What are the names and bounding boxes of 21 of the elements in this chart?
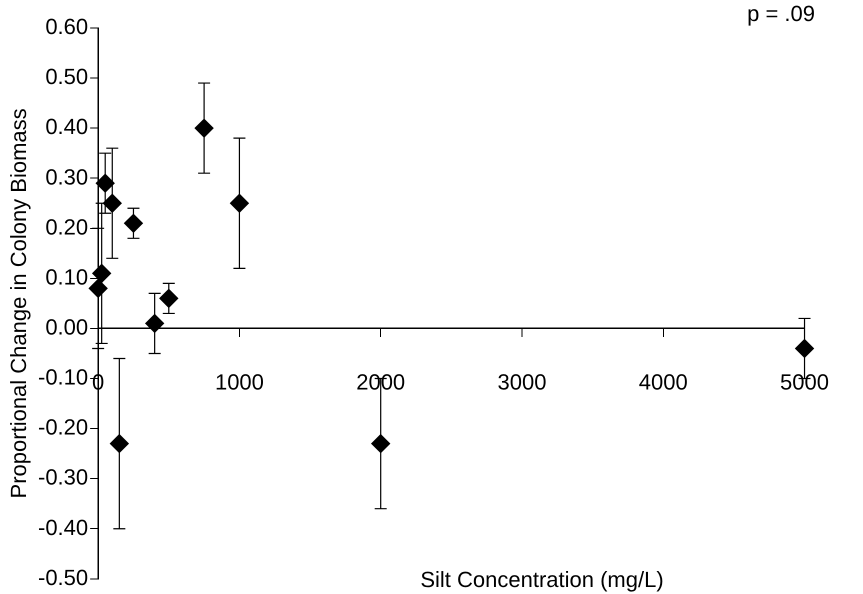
y-tick-label: -0.40 bbox=[38, 514, 88, 540]
y-tick-label: 0.60 bbox=[45, 14, 88, 40]
y-tick-label: 0.30 bbox=[45, 164, 88, 190]
y-tick-label: -0.10 bbox=[38, 364, 88, 390]
x-tick-label: 3000 bbox=[498, 370, 546, 395]
x-tick-label: 4000 bbox=[638, 370, 688, 395]
y-tick-label: 0.40 bbox=[45, 114, 88, 140]
x-tick-label: 1000 bbox=[214, 370, 264, 395]
text: p = .09 bbox=[747, 1, 815, 26]
point bbox=[230, 194, 249, 213]
y-tick-label: -0.30 bbox=[38, 464, 88, 490]
y-tick-label: -0.20 bbox=[38, 414, 88, 440]
x-axis-title: Silt Concentration (mg/L) bbox=[420, 567, 664, 592]
point bbox=[795, 338, 814, 358]
y-tick-label: -0.50 bbox=[38, 564, 88, 590]
y-axis-title: Proportional Change in Colony Biomass bbox=[6, 108, 32, 498]
y-tick-label: 0.20 bbox=[45, 214, 88, 240]
x-tick-label: 5000 bbox=[780, 370, 830, 395]
y-tick-label: 0.50 bbox=[45, 64, 88, 90]
y-tick-label: 0.10 bbox=[45, 264, 88, 290]
y-tick-label: 0.00 bbox=[45, 314, 88, 340]
